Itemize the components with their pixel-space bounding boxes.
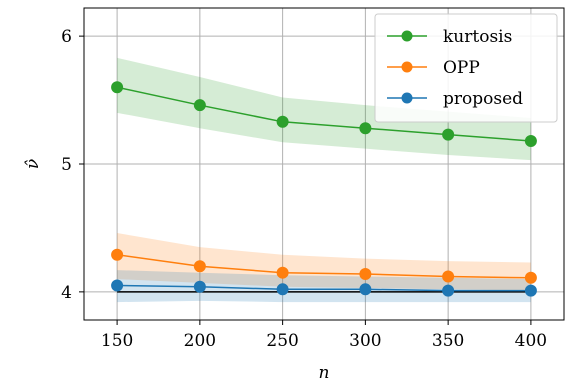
data-point-OPP (193, 260, 206, 273)
y-tick-label: 5 (61, 155, 72, 175)
data-point-OPP (111, 248, 124, 261)
legend-marker-OPP (401, 61, 413, 73)
data-point-proposed (524, 284, 537, 297)
data-point-kurtosis (193, 99, 206, 112)
y-tick-label: 6 (61, 27, 72, 47)
data-point-proposed (193, 280, 206, 293)
data-point-kurtosis (359, 122, 372, 135)
data-point-proposed (442, 284, 455, 297)
legend-label-kurtosis: kurtosis (443, 27, 512, 47)
data-point-proposed (359, 283, 372, 296)
series-lines (116, 86, 531, 292)
data-point-OPP (276, 266, 289, 279)
x-tick-label: 200 (184, 331, 216, 351)
series-points (111, 81, 537, 297)
confidence-band-proposed (117, 270, 531, 303)
legend-label-OPP: OPP (443, 58, 480, 78)
data-point-OPP (359, 267, 372, 280)
series-line-kurtosis (116, 86, 531, 142)
data-point-kurtosis (111, 81, 124, 94)
x-tick-label: 400 (515, 331, 547, 351)
confidence-band-kurtosis (117, 57, 531, 161)
series-line-OPP (117, 254, 531, 279)
x-tick-label: 350 (432, 331, 464, 351)
y-axis-label: ν̂ (23, 159, 43, 169)
data-point-kurtosis (442, 128, 455, 141)
axis-ticks: 150 200 250 300 350 400 4 5 6 (61, 27, 547, 351)
y-tick-label: 4 (61, 283, 72, 303)
series-line-proposed (117, 284, 531, 292)
data-point-proposed (276, 283, 289, 296)
x-tick-label: 300 (349, 331, 381, 351)
data-point-kurtosis (524, 134, 537, 147)
data-point-OPP (524, 271, 537, 284)
x-axis-label: n (319, 363, 330, 383)
legend-label-proposed: proposed (443, 89, 523, 109)
x-tick-label: 250 (266, 331, 298, 351)
legend-box (374, 13, 558, 123)
legend-marker-kurtosis (401, 30, 413, 42)
legend: kurtosis OPP proposed (374, 13, 558, 123)
legend-marker-proposed (401, 92, 413, 104)
data-point-OPP (442, 270, 455, 283)
x-tick-label: 150 (101, 331, 133, 351)
data-point-proposed (111, 279, 124, 292)
data-point-kurtosis (276, 115, 289, 128)
